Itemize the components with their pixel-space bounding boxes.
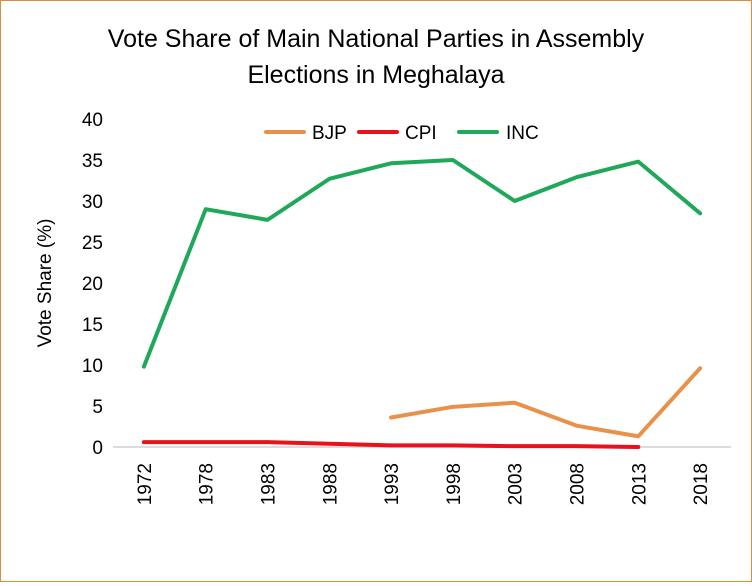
y-tick-label: 35	[82, 151, 103, 172]
y-tick-label: 25	[82, 233, 103, 254]
legend-label-cpi: CPI	[405, 123, 437, 144]
y-tick-label: 15	[82, 315, 103, 336]
x-tick-label: 2003	[506, 463, 527, 505]
x-tick-label: 2008	[568, 463, 589, 505]
chart-title-line-1: Vote Share of Main National Parties in A…	[108, 25, 645, 53]
legend-label-bjp: BJP	[312, 123, 347, 144]
y-tick-label: 10	[82, 356, 103, 377]
y-tick-label: 40	[82, 110, 103, 131]
y-tick-label: 20	[82, 274, 103, 295]
x-tick-label: 1983	[259, 463, 280, 505]
series-line-inc	[144, 160, 700, 367]
x-tick-label: 1972	[135, 463, 156, 505]
x-tick-label: 1978	[197, 463, 218, 505]
y-tick-label: 30	[82, 192, 103, 213]
x-tick-label: 1998	[444, 463, 465, 505]
y-axis-label: Vote Share (%)	[35, 219, 56, 348]
x-tick-label: 2013	[629, 463, 650, 505]
x-tick-label: 2018	[691, 463, 712, 505]
x-tick-label: 1993	[382, 463, 403, 505]
legend-label-inc: INC	[506, 123, 539, 144]
chart-title-line-2: Elections in Meghalaya	[247, 61, 504, 89]
series-line-bjp	[391, 368, 700, 436]
x-tick-label: 1988	[320, 463, 341, 505]
y-tick-label: 5	[92, 397, 103, 418]
y-tick-label: 0	[92, 438, 103, 459]
